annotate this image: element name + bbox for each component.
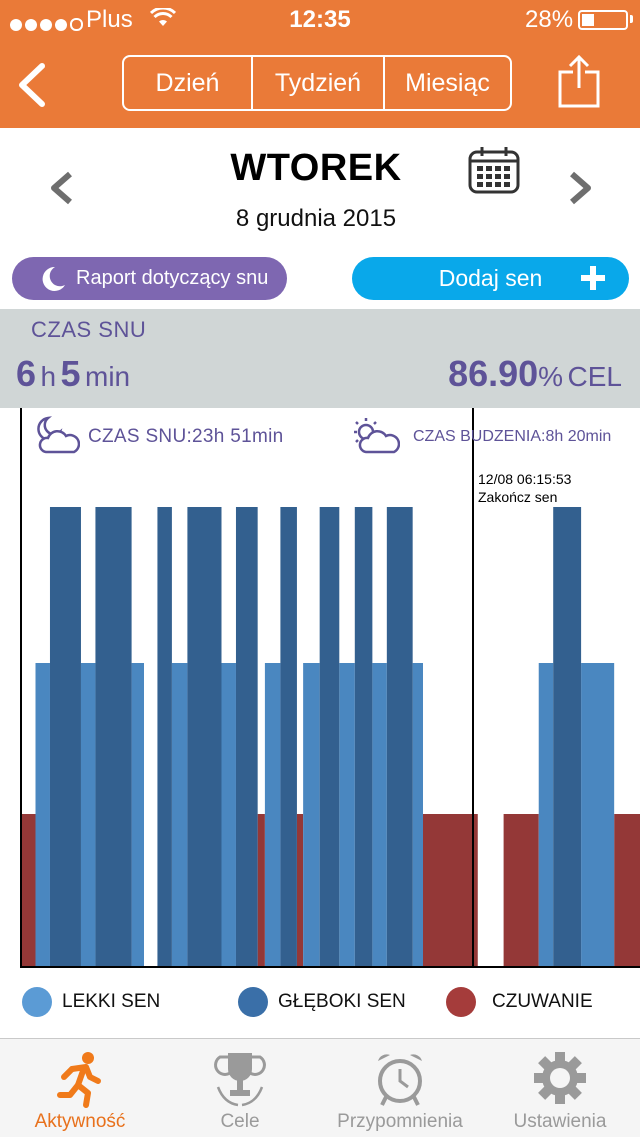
sleep-segment-2 [49, 507, 81, 966]
tab-goals[interactable]: Cele [160, 1039, 320, 1137]
legend-light-label: LEKKI SEN [62, 991, 161, 1012]
minutes-value: 5 [60, 353, 81, 394]
sleep-report-button[interactable]: Raport dotyczący snu [12, 257, 287, 300]
running-icon [57, 1052, 101, 1108]
sleep-segment-27 [614, 814, 640, 966]
tab-week-label: Tydzień [274, 68, 362, 97]
app-header: Plus 12:35 28% Dzień Tydzień Miesiąc [0, 0, 640, 128]
sleep-segment-21 [412, 663, 423, 966]
chevron-left-icon[interactable] [14, 62, 48, 108]
calendar-icon[interactable] [468, 146, 520, 194]
sleep-segment-22 [423, 814, 478, 966]
end-marker-time: 12/08 06:15:53 [478, 471, 572, 487]
sun-cloud-icon [354, 418, 400, 454]
summary-label: CZAS SNU [31, 317, 147, 342]
sleep-segment-25 [553, 507, 582, 966]
wifi-icon [150, 8, 176, 26]
end-marker-text: Zakończ sen [478, 489, 558, 505]
sleep-segment-5 [131, 663, 144, 966]
carrier-name: Plus [86, 6, 133, 33]
status-time: 12:35 [289, 6, 351, 33]
tab-month-label: Miesiąc [405, 68, 490, 97]
tab-day[interactable]: Dzień [124, 57, 253, 109]
legend-deep-sleep: GŁĘBOKI SEN [238, 984, 406, 1020]
tab-settings-label: Ustawienia [513, 1111, 607, 1132]
sleep-segment-11 [257, 814, 265, 966]
sleep-segment-13 [280, 507, 297, 966]
sleep-segment-8 [187, 507, 222, 966]
alarm-clock-icon [378, 1054, 422, 1106]
legend-awake-label: CZUWANIE [492, 991, 593, 1012]
sleep-segment-12 [264, 663, 281, 966]
sleep-segment-1 [35, 663, 50, 966]
sleep-duration: 6 h 5 min [16, 353, 130, 395]
previous-day-button[interactable] [46, 170, 76, 206]
battery-icon [578, 10, 628, 30]
sleep-segment-9 [221, 663, 236, 966]
tab-reminders[interactable]: Przypomnienia [320, 1039, 480, 1137]
sleep-segment-0 [20, 814, 36, 966]
hours-unit: h [40, 361, 57, 392]
percent-value: 86.90 [448, 353, 539, 394]
legend-light-dot [22, 987, 52, 1017]
legend-awake: CZUWANIE [446, 984, 593, 1020]
gear-icon [534, 1052, 586, 1104]
hours-value: 6 [16, 353, 37, 394]
sleep-time-label: CZAS SNU:23h 51min [88, 426, 284, 447]
sleep-segment-24 [538, 663, 554, 966]
battery-tip [630, 15, 633, 23]
legend-deep-dot [238, 987, 268, 1017]
signal-icon [10, 10, 86, 38]
period-segmented-control: Dzień Tydzień Miesiąc [122, 55, 512, 111]
sleep-segment-15 [303, 663, 320, 966]
wake-time-label: CZAS BUDZENIA:8h 20min [413, 428, 612, 445]
tab-goals-label: Cele [220, 1111, 260, 1132]
tab-reminders-label: Przypomnienia [337, 1111, 463, 1132]
sleep-summary-panel: CZAS SNU 6 h 5 min 86.90% CEL [0, 309, 640, 408]
sleep-segment-26 [581, 663, 615, 966]
add-sleep-button[interactable]: Dodaj sen [352, 257, 629, 300]
sleep-segment-7 [171, 663, 188, 966]
share-icon[interactable] [556, 54, 602, 110]
sleep-report-label: Raport dotyczący snu [76, 267, 269, 289]
sleep-segment-16 [319, 507, 340, 966]
sleep-segment-17 [339, 663, 355, 966]
legend-deep-label: GŁĘBOKI SEN [278, 991, 406, 1012]
plus-icon [581, 266, 605, 290]
tab-settings[interactable]: Ustawienia [480, 1039, 640, 1137]
sleep-segment-10 [235, 507, 258, 966]
tab-activity-label: Aktywność [34, 1111, 126, 1132]
sleep-segment-14 [296, 814, 304, 966]
minutes-unit: min [85, 361, 131, 392]
next-day-button[interactable] [566, 170, 596, 206]
tab-day-label: Dzień [155, 68, 220, 97]
sleep-segment-18 [354, 507, 373, 966]
weekday-title: WTOREK [230, 147, 402, 189]
tab-week[interactable]: Tydzień [253, 57, 385, 109]
add-sleep-label: Dodaj sen [438, 265, 543, 291]
moon-cloud-icon [37, 416, 80, 454]
date-label: 8 grudnia 2015 [235, 205, 397, 232]
goal-label: CEL [567, 361, 622, 392]
sleep-hypnogram-chart [20, 408, 640, 968]
status-bar: Plus 12:35 28% [0, 0, 640, 40]
tab-month[interactable]: Miesiąc [385, 57, 510, 109]
percent-suffix: % [538, 361, 564, 392]
sleep-segment-23 [503, 814, 539, 966]
goal-percent: 86.90% CEL [448, 353, 622, 395]
trophy-icon [214, 1053, 266, 1107]
sleep-segment-19 [372, 663, 387, 966]
bottom-tab-bar: Aktywność Cele Przypomnienia [0, 1038, 640, 1137]
tab-activity[interactable]: Aktywność [0, 1039, 160, 1137]
legend-light-sleep: LEKKI SEN [22, 984, 160, 1020]
sleep-segment-3 [80, 663, 96, 966]
moon-icon [42, 266, 65, 291]
battery-percent: 28% [525, 6, 574, 33]
sleep-segment-6 [157, 507, 172, 966]
sleep-segment-20 [386, 507, 413, 966]
sleep-segment-4 [95, 507, 132, 966]
legend-awake-dot [446, 987, 476, 1017]
